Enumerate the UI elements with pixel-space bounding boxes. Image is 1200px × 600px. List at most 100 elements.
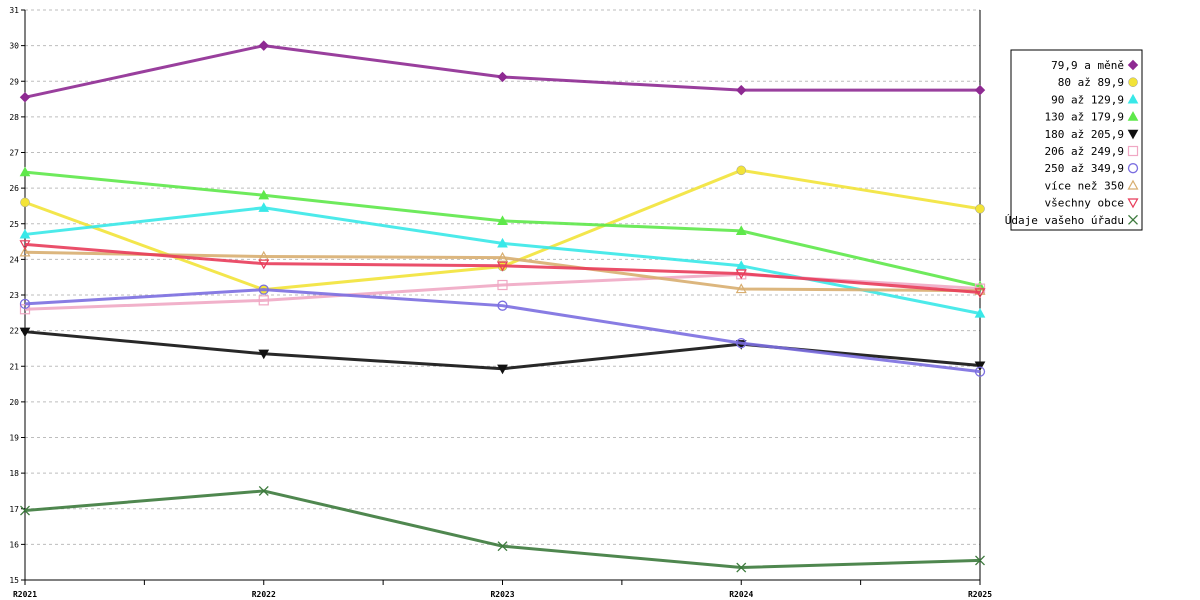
series-9-point-1 [258,485,269,496]
legend: 79,9 a měně 80 až 89,9 90 až 129,9 130 až 1… [1005,49,1143,231]
series-3 [19,166,986,291]
ytick-label-20: 20 [9,398,19,407]
series-line-6 [24,288,981,374]
series-2 [19,202,986,318]
series-8-point-4 [974,288,986,299]
xtick-label-R2025: R2025 [968,590,992,599]
ytick-label-30: 30 [9,42,19,51]
series-9-point-2 [497,541,508,552]
series-0 [19,40,986,103]
legend-marker-2 [1127,93,1139,104]
series-6-point-4 [974,366,986,377]
ytick-label-19: 19 [9,434,19,443]
legend-label-7: více než 350 [1045,179,1124,192]
legend-marker-4 [1127,129,1139,140]
legend-label-4: 180 až 205,9 [1045,128,1124,141]
ytick-label-26: 26 [9,184,19,193]
series-9-point-0 [20,505,30,516]
series-3-point-2 [497,215,508,225]
ytick-label-23: 23 [9,291,19,300]
series-line-0 [24,44,980,99]
legend-marker-7 [1127,179,1139,190]
legend-marker-1 [1128,77,1138,87]
series-4-point-4 [974,361,986,372]
series-8-point-0 [19,240,31,251]
ytick-label-16: 16 [9,540,19,549]
series-0-point-2 [497,71,508,83]
series-5-point-0 [19,304,31,315]
series-line-9 [24,489,981,570]
series-line-7 [24,250,981,293]
legend-marker-5 [1127,145,1139,157]
series-9-point-3 [736,562,747,573]
xtick-label-R2021: R2021 [13,590,37,599]
series-line-5 [24,272,981,311]
legend-marker-3 [1127,111,1139,121]
series-2-point-4 [974,307,986,318]
series-7 [19,246,986,295]
series-3-point-3 [735,225,747,235]
legend-marker-6 [1127,163,1139,174]
ytick-label-25: 25 [9,220,19,229]
series-0-point-0 [19,92,31,103]
series-9-point-4 [975,555,985,566]
ytick-label-24: 24 [9,255,19,264]
series-9-point-1-stroke-b [258,485,269,496]
series-2-point-1 [258,202,270,212]
legend-marker-0 [1127,59,1139,71]
ytick-label-17: 17 [9,505,19,514]
series-9-point-4-stroke-b [975,555,985,566]
series-8-point-2 [496,261,509,272]
series-0-point-1 [258,40,269,51]
legend-label-2: 90 až 129,9 [1051,93,1124,106]
series-6-point-1 [258,284,269,295]
ytick-label-15: 15 [9,576,19,585]
ytick-label-27: 27 [9,149,19,158]
series-line-4 [24,330,981,371]
legend-marker-9 [1128,214,1138,225]
series-6 [19,284,986,377]
series-8-point-3 [735,269,747,280]
series-3-point-0 [19,166,31,177]
series-7-point-0 [19,246,31,257]
legend-label-5: 206 až 249,9 [1045,145,1124,158]
series-line-8 [24,242,981,295]
series-6-point-0 [19,298,31,310]
xtick-label-R2023: R2023 [490,590,514,599]
series-9-point-2-stroke-b [497,541,508,552]
ytick-label-22: 22 [9,327,19,336]
series-7-point-4 [974,284,986,295]
xtick-label-R2022: R2022 [252,590,276,599]
series-4-point-0 [19,327,31,338]
ytick-label-29: 29 [9,77,19,86]
series-layer [19,40,986,573]
series-9-point-0-stroke-b [20,505,30,516]
series-8-point-1 [258,259,270,270]
series-5-point-1 [258,295,269,306]
series-6-point-2 [497,300,508,311]
legend-label-3: 130 až 179,9 [1045,111,1124,124]
series-6-point-3 [736,337,747,349]
series-4-point-1 [258,349,270,360]
ytick-label-31: 31 [9,6,19,15]
ytick-label-21: 21 [9,362,19,371]
series-0-point-3 [736,84,747,96]
series-4-point-2 [497,364,508,375]
series-9 [20,485,985,573]
series-5-point-2 [497,279,508,291]
series-2-point-2 [497,237,508,248]
series-7-point-3 [735,283,747,294]
legend-label-0: 79,9 a měně [1051,59,1124,72]
series-9-point-3-stroke-b [736,562,747,573]
legend-label-1: 80 až 89,9 [1058,76,1124,89]
axes-layer: 15 16 17 18 19 20 21 22 23 24 25 26 27 28 29 30 31 R2021 R… [9,6,992,599]
series-3-point-1 [258,189,270,200]
xtick-label-R2024: R2024 [729,590,753,599]
legend-label-9: Údaje vašeho úřadu [1005,214,1124,227]
series-2-point-0 [19,228,31,239]
legend-marker-8 [1127,198,1139,209]
ytick-label-18: 18 [9,469,19,478]
series-1-point-0 [20,197,30,208]
series-8 [19,240,986,299]
